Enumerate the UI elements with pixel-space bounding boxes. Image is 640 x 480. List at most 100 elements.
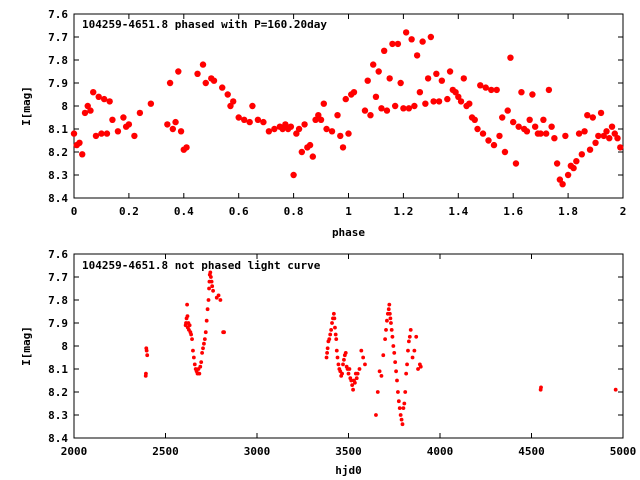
data-point bbox=[405, 105, 413, 112]
data-point bbox=[320, 100, 327, 107]
data-point bbox=[265, 128, 273, 135]
data-point bbox=[185, 302, 189, 307]
data-point bbox=[595, 132, 602, 140]
data-point bbox=[147, 100, 155, 107]
x-tick-label: 0.6 bbox=[229, 205, 249, 218]
data-point bbox=[103, 130, 111, 137]
data-point bbox=[332, 316, 337, 321]
data-point bbox=[298, 148, 306, 156]
data-point bbox=[343, 351, 348, 355]
data-point bbox=[419, 38, 426, 45]
data-point bbox=[411, 102, 418, 110]
data-point bbox=[90, 89, 97, 96]
data-point bbox=[413, 52, 421, 59]
x-tick-label: 1.8 bbox=[558, 205, 578, 218]
y-axis-label: I[mag] bbox=[20, 86, 33, 126]
data-point bbox=[512, 160, 520, 167]
data-point bbox=[169, 125, 177, 133]
data-point bbox=[586, 146, 594, 153]
data-point bbox=[271, 125, 278, 133]
data-point bbox=[145, 353, 150, 358]
data-point bbox=[589, 114, 597, 121]
data-point bbox=[386, 75, 393, 82]
data-point bbox=[295, 125, 303, 133]
data-point bbox=[224, 91, 231, 98]
data-point bbox=[617, 144, 624, 151]
x-tick-label: 1.4 bbox=[448, 205, 468, 218]
data-point bbox=[315, 112, 322, 119]
data-point bbox=[328, 332, 333, 337]
y-tick-label: 7.7 bbox=[48, 271, 68, 284]
data-point bbox=[351, 387, 355, 392]
data-point bbox=[504, 107, 511, 114]
data-point bbox=[529, 91, 536, 98]
data-point bbox=[334, 337, 339, 341]
data-point bbox=[394, 40, 402, 48]
data-point bbox=[408, 36, 415, 43]
data-point bbox=[507, 54, 514, 61]
x-tick-label: 0.2 bbox=[119, 205, 139, 218]
data-point bbox=[336, 362, 341, 367]
data-point bbox=[355, 371, 360, 376]
data-point bbox=[79, 151, 86, 158]
x-tick-label: 4000 bbox=[427, 445, 454, 458]
data-point bbox=[613, 387, 618, 392]
data-point bbox=[446, 68, 454, 75]
data-point bbox=[460, 75, 467, 82]
data-point bbox=[375, 390, 380, 394]
data-point bbox=[433, 70, 440, 78]
data-point bbox=[219, 84, 226, 91]
data-point bbox=[98, 130, 105, 137]
data-point bbox=[199, 61, 207, 68]
data-point bbox=[309, 153, 317, 160]
data-point bbox=[403, 390, 408, 394]
data-point bbox=[254, 116, 262, 124]
data-point bbox=[361, 355, 366, 360]
y-tick-label: 7.9 bbox=[48, 77, 68, 90]
data-point bbox=[584, 112, 591, 119]
data-point bbox=[412, 348, 417, 353]
data-point bbox=[342, 357, 346, 362]
data-point bbox=[367, 112, 374, 119]
data-point bbox=[416, 89, 424, 96]
data-point bbox=[405, 362, 409, 367]
data-point bbox=[389, 40, 396, 48]
data-point bbox=[390, 334, 395, 339]
data-point bbox=[381, 353, 386, 358]
y-tick-label: 8.4 bbox=[48, 432, 68, 445]
data-point bbox=[100, 95, 108, 103]
data-point bbox=[359, 348, 364, 353]
y-tick-label: 8.1 bbox=[48, 123, 68, 136]
data-point bbox=[339, 144, 347, 151]
data-point bbox=[335, 355, 340, 360]
data-point bbox=[218, 298, 223, 302]
data-point bbox=[346, 371, 351, 376]
data-point bbox=[397, 406, 402, 410]
data-point bbox=[341, 362, 345, 367]
data-point bbox=[240, 116, 248, 124]
data-point bbox=[81, 109, 89, 117]
data-point bbox=[515, 123, 522, 130]
data-point bbox=[556, 176, 564, 183]
data-point bbox=[333, 332, 338, 337]
x-tick-label: 0.4 bbox=[174, 205, 194, 218]
data-point bbox=[545, 86, 553, 94]
data-point bbox=[200, 351, 205, 355]
data-point bbox=[559, 181, 566, 188]
data-point bbox=[260, 118, 267, 126]
data-point bbox=[540, 116, 547, 124]
chart-title: 104259-4651.8 phased with P=160.20day bbox=[82, 18, 327, 31]
data-point bbox=[553, 160, 561, 167]
data-point bbox=[406, 339, 411, 344]
data-point bbox=[396, 390, 400, 394]
data-point bbox=[597, 109, 605, 117]
data-point bbox=[301, 121, 308, 128]
data-point bbox=[216, 293, 221, 298]
data-point bbox=[499, 114, 506, 121]
x-tick-label: 1.2 bbox=[393, 205, 413, 218]
data-point bbox=[406, 348, 410, 353]
data-point bbox=[328, 128, 336, 135]
data-point bbox=[410, 355, 415, 360]
data-point bbox=[398, 413, 403, 417]
data-point bbox=[392, 351, 397, 355]
